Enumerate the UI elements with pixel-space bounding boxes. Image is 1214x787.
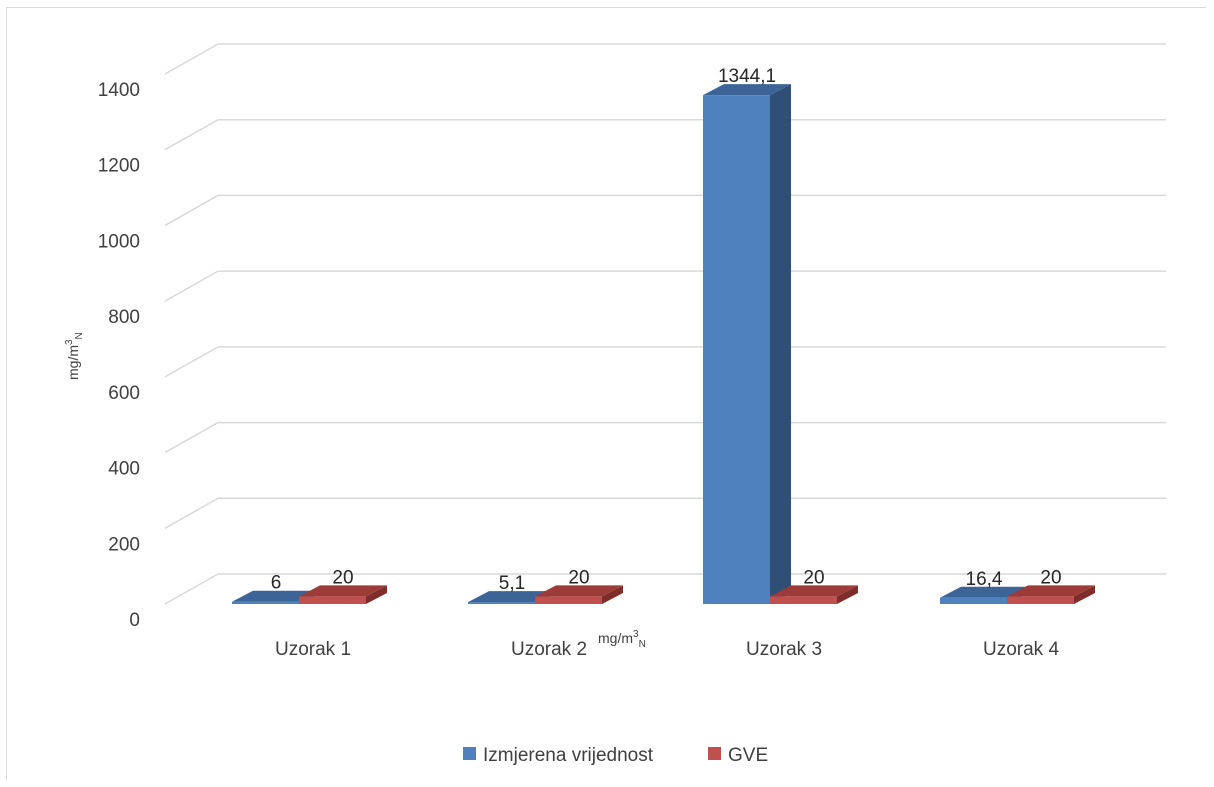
- y-tick-label: 200: [108, 534, 140, 555]
- gridline-side: [164, 119, 219, 151]
- bar-top: [232, 590, 320, 602]
- data-label: 1344,1: [718, 66, 776, 87]
- y-tick-label: 1200: [98, 156, 140, 177]
- x-tick-label: Uzorak 3: [746, 639, 822, 660]
- bar-gve-1: [299, 585, 387, 604]
- gridline-side: [164, 421, 219, 454]
- gridline-side: [164, 43, 219, 75]
- bar-gve-2: [535, 585, 623, 604]
- bar-top: [299, 585, 387, 597]
- y-tick-label: 1400: [98, 80, 140, 101]
- x-tick-label: Uzorak 2: [511, 639, 587, 660]
- y-tick-label: 1000: [98, 231, 140, 252]
- bar-top: [468, 591, 556, 603]
- bar-gve-4: [1007, 585, 1095, 604]
- data-label: 5,1: [499, 573, 525, 594]
- legend: Izmjerena vrijednost GVE: [463, 745, 768, 766]
- y-tick-label: 400: [108, 459, 140, 480]
- y-tick-label: 600: [108, 383, 140, 404]
- data-label: 20: [803, 567, 824, 588]
- gridline-side: [164, 346, 219, 378]
- data-label: 16,4: [966, 569, 1003, 590]
- bar-top: [535, 585, 623, 597]
- y-axis-title: mg/m3N: [64, 332, 85, 380]
- x-tick-label: Uzorak 4: [983, 639, 1059, 660]
- bar-front: [1007, 596, 1074, 604]
- bar-gve-3: [770, 585, 858, 604]
- gridline-side: [164, 573, 219, 605]
- x-tick-label: Uzorak 1: [275, 639, 351, 660]
- y-tick-label: 0: [129, 610, 140, 631]
- data-label: 20: [1040, 567, 1061, 588]
- bar-front: [703, 95, 770, 604]
- bar-top: [703, 84, 791, 96]
- bar-front: [468, 602, 535, 604]
- data-label: 20: [568, 567, 589, 588]
- bar-front: [232, 601, 299, 604]
- gridline-side: [164, 194, 219, 227]
- bar-front: [299, 596, 366, 604]
- data-labels: 6 20 5,1 20 1344,1 20 16,4 20: [271, 66, 1062, 594]
- bar-side: [770, 84, 791, 605]
- bar-front: [535, 596, 602, 604]
- bar-side: [602, 585, 623, 604]
- bar-front: [770, 596, 837, 604]
- bar-top: [1007, 585, 1095, 597]
- bar-izmjerena-3: [703, 84, 791, 605]
- legend-label-izmjerena: Izmjerena vrijednost: [483, 745, 654, 766]
- bar-side: [366, 585, 387, 604]
- data-label: 20: [332, 567, 353, 588]
- bar-side: [1074, 585, 1095, 604]
- bar-side: [837, 585, 858, 604]
- gridline-side: [164, 497, 219, 529]
- chart-area: [6, 7, 1206, 780]
- legend-swatch-gve: [708, 747, 721, 760]
- x-axis-unit: mg/m3N: [598, 629, 646, 650]
- bars: [232, 84, 1095, 605]
- data-label: 6: [271, 573, 282, 594]
- gridlines: [164, 43, 1166, 605]
- bar-front: [940, 597, 1007, 604]
- bar-top: [940, 586, 1028, 598]
- y-tick-label: 800: [108, 307, 140, 328]
- gridline-side: [164, 270, 219, 302]
- legend-label-gve: GVE: [728, 745, 768, 766]
- legend-swatch-izmjerena: [463, 747, 476, 760]
- bar-top: [770, 585, 858, 597]
